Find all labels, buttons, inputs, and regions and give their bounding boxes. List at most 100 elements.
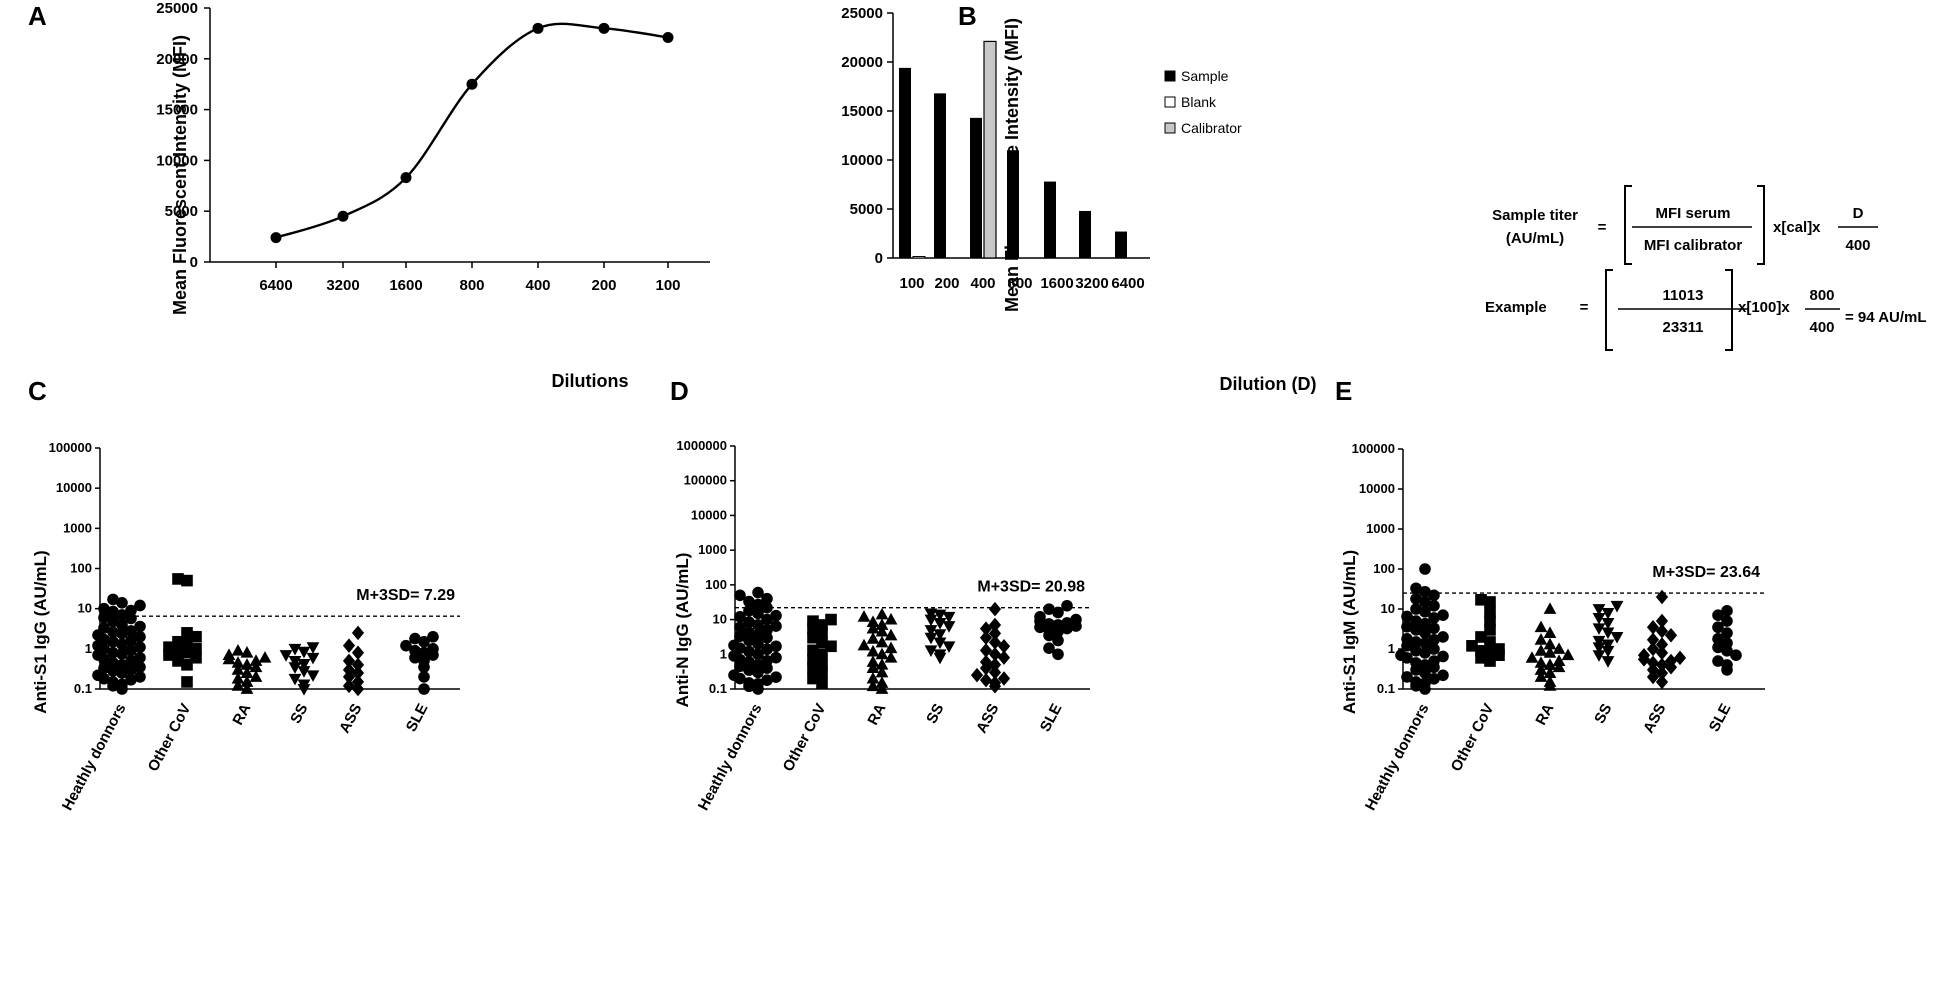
chart-d-point xyxy=(866,671,880,684)
chart-c-point xyxy=(125,625,137,637)
chart-d-point xyxy=(884,628,898,641)
formula-bracket-left-2 xyxy=(1605,269,1613,351)
chart-b-x-tick-label: 400 xyxy=(970,275,995,292)
chart-b-bar-sample xyxy=(1079,210,1091,258)
chart-d-point xyxy=(857,610,871,622)
chart-d-point xyxy=(770,671,782,683)
chart-c-point xyxy=(231,679,245,691)
chart-a-curve xyxy=(275,22,669,239)
chart-c-point xyxy=(240,646,254,658)
chart-e-point xyxy=(1534,663,1548,675)
chart-d-threshold-label: M+3SD= 20.98 xyxy=(977,579,1085,596)
chart-d-point xyxy=(743,604,755,617)
chart-d-point xyxy=(979,672,993,688)
chart-e-ylabel: Anti-S1 IgM (AU/mL) xyxy=(1340,550,1359,714)
chart-c-point xyxy=(427,643,439,655)
chart-d-point xyxy=(884,650,898,663)
chart-d-y-tick-label: 0.1 xyxy=(709,681,727,696)
chart-a-x-tick-label: 1600 xyxy=(389,277,422,294)
chart-d-point xyxy=(924,645,938,658)
chart-e-point xyxy=(1475,645,1487,657)
chart-a-line: 0 5000 10000 15000 20000 25000 6400 3200 1600 80… xyxy=(156,0,710,391)
chart-e-point xyxy=(1655,665,1669,681)
chart-d-point xyxy=(933,618,947,630)
chart-c-point xyxy=(190,651,202,664)
chart-d-point xyxy=(734,611,746,623)
chart-d-category-label: ASS xyxy=(973,701,1002,736)
chart-d-y-tick-label: 10 xyxy=(713,612,727,627)
chart-d-point xyxy=(924,632,938,645)
chart-b-y-tick-label: 25000 xyxy=(841,5,883,22)
chart-c-point xyxy=(249,654,263,666)
chart-d-point xyxy=(816,658,828,671)
chart-d-point xyxy=(816,648,828,661)
chart-d-category-label: SLE xyxy=(1037,701,1066,735)
formula-numerator-1: MFI serum xyxy=(1655,205,1730,222)
chart-c-point xyxy=(240,675,254,687)
chart-d-point xyxy=(988,665,1002,680)
chart-a-point xyxy=(532,22,544,34)
chart-c-point xyxy=(240,682,254,694)
chart-c-point xyxy=(125,655,137,667)
chart-c-point xyxy=(190,630,202,643)
chart-d-point xyxy=(761,654,773,667)
chart-d-point xyxy=(752,607,764,620)
chart-d-point xyxy=(761,613,773,626)
chart-b-bar-sample xyxy=(1044,181,1056,258)
chart-c-point xyxy=(116,667,128,679)
chart-e-point xyxy=(1401,671,1413,683)
chart-d-point xyxy=(988,635,1002,650)
chart-b-x-tick-label: 6400 xyxy=(1111,275,1144,292)
chart-d-point xyxy=(875,624,889,637)
chart-e-point xyxy=(1610,632,1624,644)
chart-c-point xyxy=(134,641,146,653)
chart-d-point xyxy=(1070,613,1082,626)
chart-c-point xyxy=(297,666,311,678)
chart-e-point xyxy=(1410,636,1422,648)
chart-a-y-tick-label: 10000 xyxy=(156,152,198,169)
chart-c-point xyxy=(98,622,110,634)
chart-c-point xyxy=(116,609,128,621)
formula-denominator-2: 23311 xyxy=(1663,319,1704,336)
chart-d-point xyxy=(1052,634,1064,647)
chart-d-category-label: Other CoV xyxy=(780,701,830,774)
chart-d-point xyxy=(866,621,880,634)
titer-formula: Sample titer (AU/mL) = MFI serum MFI cal… xyxy=(1485,185,1927,351)
chart-c-point xyxy=(288,673,302,686)
legend-swatch-calibrator xyxy=(1164,122,1176,134)
chart-c-point xyxy=(258,651,272,663)
chart-d-point xyxy=(979,630,993,645)
chart-e-point xyxy=(1712,621,1724,634)
chart-e-point xyxy=(1493,649,1505,661)
chart-b-x-tick-label: 800 xyxy=(1007,275,1032,292)
chart-c-point xyxy=(107,646,119,659)
formula-bracket-right-1 xyxy=(1757,185,1765,265)
chart-d-point xyxy=(924,625,938,637)
chart-c-threshold-label: M+3SD= 7.29 xyxy=(356,587,455,604)
formula-bracket-left-1 xyxy=(1624,185,1632,265)
chart-e-point xyxy=(1428,672,1440,685)
chart-c-point xyxy=(172,655,184,667)
chart-d-point xyxy=(866,632,880,644)
chart-c-point xyxy=(134,599,146,612)
chart-e-point xyxy=(1428,655,1440,667)
chart-d-point xyxy=(933,637,947,650)
chart-e-y-tick-label: 100000 xyxy=(1352,441,1395,456)
chart-c-point xyxy=(279,650,293,662)
chart-e-scatter: Anti-S1 IgM (AU/mL) 0.1 1 10 100 1000 10000 10… xyxy=(1340,441,1765,813)
chart-a-xlabel: Dilutions xyxy=(552,371,629,391)
chart-d-point xyxy=(743,656,755,668)
chart-e-point xyxy=(1484,655,1496,667)
chart-e-point xyxy=(1466,640,1478,652)
formula-frac-num-2: 800 xyxy=(1809,287,1834,304)
chart-c-point xyxy=(116,678,128,691)
chart-d-point xyxy=(734,621,746,634)
chart-b-y-tick-label: 20000 xyxy=(841,54,883,71)
chart-d-point xyxy=(807,672,819,685)
chart-d-point xyxy=(988,675,1002,691)
chart-d-point xyxy=(761,601,773,614)
panel-letter-b: B xyxy=(958,1,977,31)
chart-d-point xyxy=(979,654,993,670)
legend-label-calibrator: Calibrator xyxy=(1181,120,1242,136)
chart-d-point xyxy=(816,619,828,631)
